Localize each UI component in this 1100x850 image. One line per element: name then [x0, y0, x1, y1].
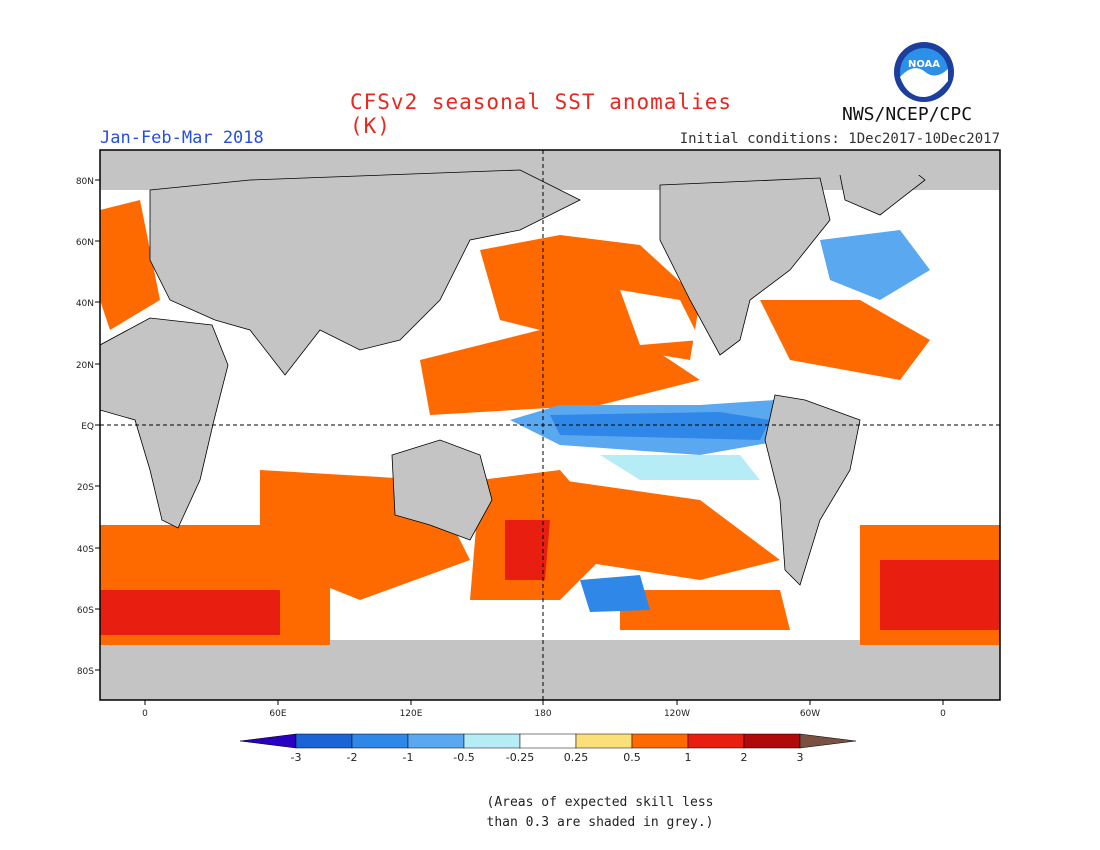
- lon-label: 60W: [800, 709, 820, 719]
- lat-label: 80S: [77, 667, 94, 677]
- anomaly-southern-indian-strong: [100, 590, 280, 635]
- lon-label: 0: [142, 709, 148, 719]
- longitude-ticks: 0 60E 120E 180 120W 60W 0: [142, 700, 946, 719]
- antarctica-land: [100, 640, 1000, 700]
- colorbar-label: 0.25: [564, 751, 589, 764]
- anomaly-northeast-atlantic: [100, 200, 160, 330]
- colorbar: -3 -2 -1 -0.5 -0.25 0.25 0.5 1 2 3: [239, 733, 857, 764]
- north-pacific-neutral: [620, 290, 700, 345]
- lat-label: 60S: [77, 606, 94, 616]
- anomaly-southern-atlantic-strong: [880, 560, 1000, 630]
- lon-label: 60E: [269, 709, 286, 719]
- colorbar-triangle-low: [239, 733, 297, 749]
- colorbar-bin: [743, 733, 801, 749]
- lat-label: 60N: [76, 238, 94, 248]
- colorbar-label: -1: [403, 751, 414, 764]
- anomaly-south-pacific: [560, 480, 780, 580]
- lat-label: 80N: [76, 177, 94, 187]
- anomaly-west-pacific: [420, 330, 700, 415]
- initial-conditions-label: Initial conditions: 1Dec2017-10Dec2017: [679, 131, 1000, 147]
- anomaly-southern-pacific-cool: [580, 575, 650, 612]
- lat-label: 20N: [76, 361, 94, 371]
- eurasia-land: [149, 169, 581, 376]
- colorbar-bin: [295, 733, 353, 749]
- colorbar-bin: [463, 733, 521, 749]
- colorbar-bin: [407, 733, 465, 749]
- arctic-land: [565, 150, 1000, 175]
- lat-label: 20S: [77, 483, 94, 493]
- lon-label: 120E: [400, 709, 423, 719]
- colorbar-bin: [351, 733, 409, 749]
- australia-land: [391, 439, 493, 541]
- colorbar-bin: [519, 733, 577, 749]
- colorbar-label: -3: [291, 751, 302, 764]
- lat-label: EQ: [81, 422, 94, 432]
- anomaly-southern-pacific: [620, 590, 790, 630]
- anomaly-labrador-cool: [820, 230, 930, 300]
- map-title: CFSv2 seasonal SST anomalies (K): [350, 90, 733, 138]
- colorbar-label: -0.25: [506, 751, 534, 764]
- colorbar-label: 0.5: [623, 751, 641, 764]
- anomaly-tasman-strong: [505, 520, 550, 580]
- lon-label: 120W: [664, 709, 690, 719]
- north-america-land: [659, 177, 831, 356]
- colorbar-label: 2: [741, 751, 748, 764]
- lat-label: 40N: [76, 299, 94, 309]
- colorbar-bin: [631, 733, 689, 749]
- colorbar-triangle-high: [799, 733, 857, 749]
- colorbar-label: -2: [347, 751, 358, 764]
- colorbar-label: 1: [685, 751, 692, 764]
- colorbar-bin: [687, 733, 745, 749]
- lon-label: 0: [940, 709, 946, 719]
- skill-note: (Areas of expected skill less than 0.3 a…: [470, 793, 730, 833]
- africa-land: [100, 317, 229, 529]
- noaa-logo-text: NOAA: [908, 59, 940, 70]
- south-america-land: [764, 394, 861, 586]
- skill-note-line: than 0.3 are shaded in grey.): [486, 815, 714, 830]
- anomaly-southeast-pacific-cool: [600, 455, 760, 480]
- lat-label: 40S: [77, 545, 94, 555]
- map-field: [100, 150, 1000, 700]
- latitude-ticks: 80N 60N 40N 20N EQ 20S 40S 60S 80S: [76, 177, 100, 677]
- lon-label: 180: [534, 709, 551, 719]
- anomaly-north-atlantic: [760, 300, 930, 380]
- anomaly-la-nina-strong: [550, 412, 770, 440]
- colorbar-label: -0.5: [453, 751, 474, 764]
- agency-label: NWS/NCEP/CPC: [842, 104, 973, 125]
- noaa-logo: NOAA: [893, 41, 955, 107]
- season-label: Jan-Feb-Mar 2018: [100, 128, 264, 148]
- colorbar-label: 3: [797, 751, 804, 764]
- colorbar-bin: [575, 733, 633, 749]
- skill-note-line: (Areas of expected skill less: [486, 795, 714, 810]
